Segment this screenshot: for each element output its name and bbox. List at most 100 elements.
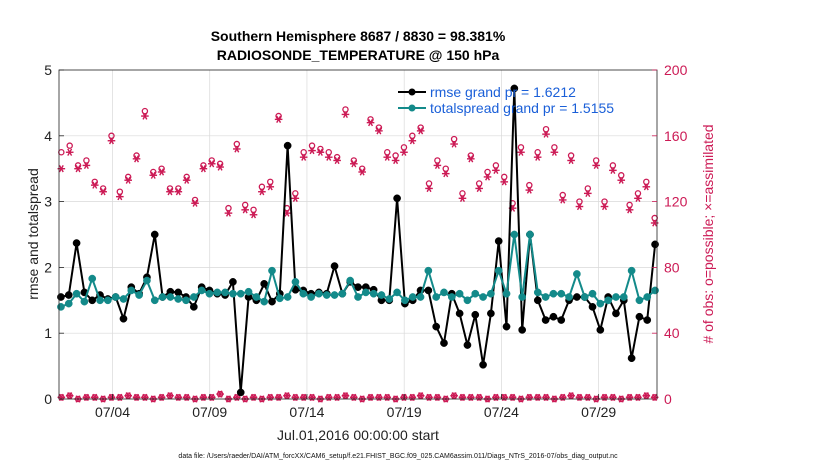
totalspread-point bbox=[72, 289, 81, 298]
assimilated-count-low-marker bbox=[558, 393, 567, 401]
assimilated-count-marker bbox=[308, 146, 316, 155]
possible-count-marker bbox=[383, 148, 391, 156]
rmse-point bbox=[150, 230, 159, 239]
assimilated-count-low-marker-stroke bbox=[134, 393, 140, 401]
possible-count-marker bbox=[258, 183, 266, 191]
assimilated-count-low-marker-stroke bbox=[276, 393, 282, 401]
plot-frame bbox=[58, 69, 658, 400]
possible-count-marker bbox=[576, 198, 583, 205]
totalspread-point bbox=[369, 289, 378, 298]
rmse-point bbox=[119, 314, 128, 323]
totalspread-point bbox=[236, 289, 245, 298]
assimilated-count-low-marker-stroke bbox=[585, 393, 591, 401]
assimilated-count-marker bbox=[182, 176, 191, 184]
assimilated-count-marker-stroke bbox=[175, 188, 181, 196]
assimilated-count-marker bbox=[207, 160, 216, 168]
assimilated-count-low-marker bbox=[600, 393, 609, 401]
legend-rmse-marker bbox=[408, 88, 416, 96]
totalspread-point bbox=[518, 293, 527, 301]
assimilated-count-low-marker-stroke bbox=[209, 393, 215, 401]
totalspread-point bbox=[330, 291, 339, 299]
assimilated-count-low-marker-stroke bbox=[652, 393, 658, 401]
y-right-tick-label: 40 bbox=[664, 325, 680, 341]
assimilated-count-low-marker-stroke bbox=[635, 393, 641, 401]
totalspread-point bbox=[408, 293, 417, 301]
y-tick-label: 0 bbox=[44, 391, 52, 407]
assimilated-count-marker bbox=[533, 153, 542, 161]
rmse-point bbox=[463, 341, 472, 349]
assimilated-count-marker-stroke bbox=[635, 194, 641, 202]
possible-count-marker bbox=[551, 144, 558, 151]
assimilated-count-marker bbox=[575, 202, 584, 211]
assimilated-count-marker-stroke bbox=[267, 183, 273, 191]
rmse-point bbox=[283, 141, 292, 150]
rmse-point bbox=[494, 237, 503, 245]
assimilated-count-low-marker-stroke bbox=[535, 393, 541, 401]
assimilated-count-marker-stroke bbox=[359, 168, 365, 176]
assimilated-count-marker-stroke bbox=[393, 156, 399, 165]
assimilated-count-low-marker bbox=[116, 393, 124, 401]
totalspread-point bbox=[57, 303, 65, 311]
assimilated-count-marker bbox=[249, 211, 258, 219]
assimilated-count-marker-stroke bbox=[560, 196, 566, 204]
y-axis-right: 0 40 80 120 160 200 bbox=[652, 62, 688, 407]
assimilated-count-marker-stroke bbox=[568, 156, 574, 165]
assimilated-count-marker bbox=[216, 163, 224, 171]
assimilated-count-low-marker-stroke bbox=[368, 393, 374, 401]
totalspread-point bbox=[588, 289, 597, 298]
rmse-point bbox=[588, 303, 597, 311]
assimilated-count-marker bbox=[642, 183, 651, 191]
totalspread-point bbox=[533, 288, 542, 297]
assimilated-count-marker bbox=[483, 173, 492, 181]
assimilated-count-low-marker bbox=[82, 393, 91, 401]
assimilated-count-marker-stroke bbox=[326, 153, 332, 161]
assimilated-count-low-marker bbox=[274, 393, 283, 401]
assimilated-count-marker bbox=[258, 188, 266, 196]
totalspread-point bbox=[135, 291, 143, 299]
assimilated-count-low-marker-stroke bbox=[610, 393, 616, 401]
assimilated-count-marker bbox=[341, 110, 350, 119]
x-tick-label: 07/14 bbox=[289, 404, 324, 420]
totalspread-point bbox=[291, 278, 300, 286]
assimilated-count-low-marker-stroke bbox=[342, 392, 348, 400]
assimilated-count-marker bbox=[65, 148, 74, 156]
y-axis-label: rmse and totalspread bbox=[25, 168, 41, 300]
assimilated-count-low-marker-stroke bbox=[576, 393, 582, 401]
assimilated-count-low-marker-stroke bbox=[543, 393, 549, 401]
possible-count-marker bbox=[517, 144, 525, 151]
possible-count-marker bbox=[500, 173, 508, 181]
totalspread-point bbox=[651, 286, 659, 295]
assimilated-count-low-marker-stroke bbox=[560, 393, 566, 401]
assimilated-count-low-marker-stroke bbox=[200, 393, 206, 401]
assimilated-count-low-marker bbox=[542, 393, 550, 401]
possible-count-marker bbox=[634, 190, 642, 197]
y-tick-label: 4 bbox=[44, 128, 52, 144]
x-tick-label: 07/24 bbox=[484, 404, 519, 420]
assimilated-count-low-marker bbox=[141, 393, 149, 401]
possible-count-marker bbox=[584, 185, 592, 192]
totalspread-point bbox=[80, 297, 89, 306]
totalspread-point bbox=[479, 293, 487, 301]
assimilated-count-marker-stroke bbox=[443, 169, 449, 178]
rmse-point bbox=[627, 354, 636, 363]
assimilated-count-low-marker-stroke bbox=[493, 393, 499, 401]
assimilated-count-low-marker bbox=[475, 393, 483, 401]
assimilated-count-marker-stroke bbox=[58, 165, 64, 173]
assimilated-count-marker bbox=[74, 165, 82, 173]
possible-count-marker bbox=[58, 148, 65, 156]
rmse-point bbox=[432, 322, 441, 331]
y-tick-label: 2 bbox=[44, 259, 52, 275]
totalspread-point bbox=[526, 230, 534, 239]
assimilated-count-low-marker-stroke bbox=[83, 393, 89, 401]
legend: rmse grand pr = 1.6212 totalspread grand… bbox=[398, 84, 614, 116]
legend-rmse-label: rmse grand pr = 1.6212 bbox=[430, 84, 576, 100]
rmse-point bbox=[236, 388, 245, 397]
assimilated-count-marker bbox=[433, 161, 442, 170]
assimilated-count-marker bbox=[99, 188, 107, 196]
assimilated-count-low-marker bbox=[174, 393, 183, 401]
assimilated-count-marker bbox=[366, 118, 375, 127]
assimilated-count-marker-stroke bbox=[434, 161, 440, 170]
totalspread-point bbox=[189, 293, 198, 301]
rmse-point bbox=[533, 296, 542, 305]
assimilated-count-low-marker-stroke bbox=[376, 393, 382, 401]
